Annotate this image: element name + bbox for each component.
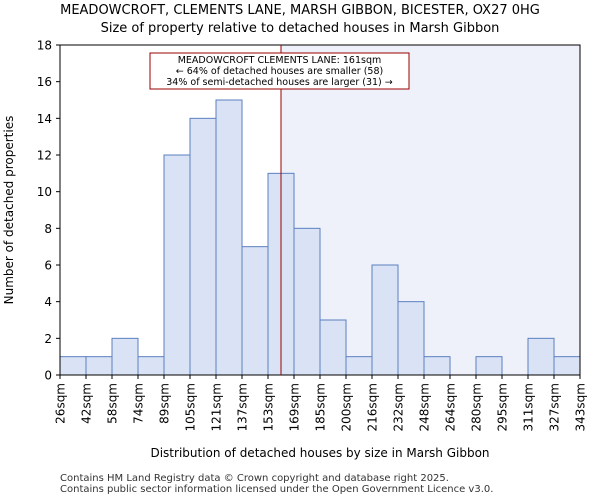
footer-copyright: Contains HM Land Registry data © Crown c… [60,473,449,484]
bar-248sqm [423,356,451,376]
x-tick-label: 89sqm [158,383,172,424]
annotation-line-2: ← 64% of detached houses are smaller (58… [176,66,383,77]
annotation-box [149,52,410,90]
y-tick-label: 12 [37,149,52,163]
x-tick-label: 42sqm [80,383,94,424]
chart-subtitle: Size of property relative to detached ho… [100,21,500,36]
x-tick-label: 232sqm [392,383,406,431]
y-tick-label: 0 [44,369,52,383]
bar-216sqm [371,264,399,376]
bar-169sqm [293,227,321,376]
x-tick-label: 216sqm [366,383,380,431]
y-tick-label: 4 [44,295,52,309]
bar-311sqm [527,337,555,376]
bar-185sqm [319,319,347,376]
bar-200sqm [345,356,373,376]
y-tick-label: 16 [37,75,52,89]
x-tick-label: 58sqm [106,383,120,424]
x-tick-label: 26sqm [54,383,68,424]
x-tick-label: 200sqm [340,383,354,431]
y-tick-label: 18 [37,39,52,53]
y-tick-label: 14 [37,112,52,126]
annotation-line-1: MEADOWCROFT CLEMENTS LANE: 161sqm [178,55,382,66]
bar-74sqm [137,356,165,376]
x-tick-label: 343sqm [574,383,588,431]
bar-232sqm [397,301,425,376]
bar-280sqm [475,356,503,376]
x-tick-label: 74sqm [132,383,146,424]
x-tick-label: 185sqm [314,383,328,431]
bar-121sqm [215,99,243,376]
x-tick-label: 264sqm [444,383,458,431]
bar-26sqm [59,356,87,376]
x-tick-label: 280sqm [470,383,484,431]
footer-licence: Contains public sector information licen… [60,484,494,495]
y-tick-label: 10 [37,185,52,199]
x-tick-label: 311sqm [522,383,536,431]
bar-327sqm [553,356,581,376]
x-tick-label: 137sqm [236,383,250,431]
x-tick-label: 327sqm [548,383,562,431]
x-tick-label: 105sqm [184,383,198,431]
x-axis-label: Distribution of detached houses by size … [150,446,489,460]
x-tick-label: 121sqm [210,383,224,431]
bar-89sqm [163,154,191,376]
bar-58sqm [111,337,139,376]
y-tick-label: 2 [44,332,52,346]
y-axis-label: Number of detached properties [2,116,16,305]
bar-42sqm [85,356,113,376]
x-tick-label: 295sqm [496,383,510,431]
x-tick-label: 169sqm [288,383,302,431]
x-tick-label: 153sqm [262,383,276,431]
bar-137sqm [241,246,269,376]
bar-105sqm [189,117,217,376]
annotation-line-3: 34% of semi-detached houses are larger (… [166,77,393,88]
x-tick-label: 248sqm [418,383,432,431]
chart-title: MEADOWCROFT, CLEMENTS LANE, MARSH GIBBON… [60,3,540,18]
y-tick-label: 6 [44,259,52,273]
y-tick-label: 8 [44,222,52,236]
